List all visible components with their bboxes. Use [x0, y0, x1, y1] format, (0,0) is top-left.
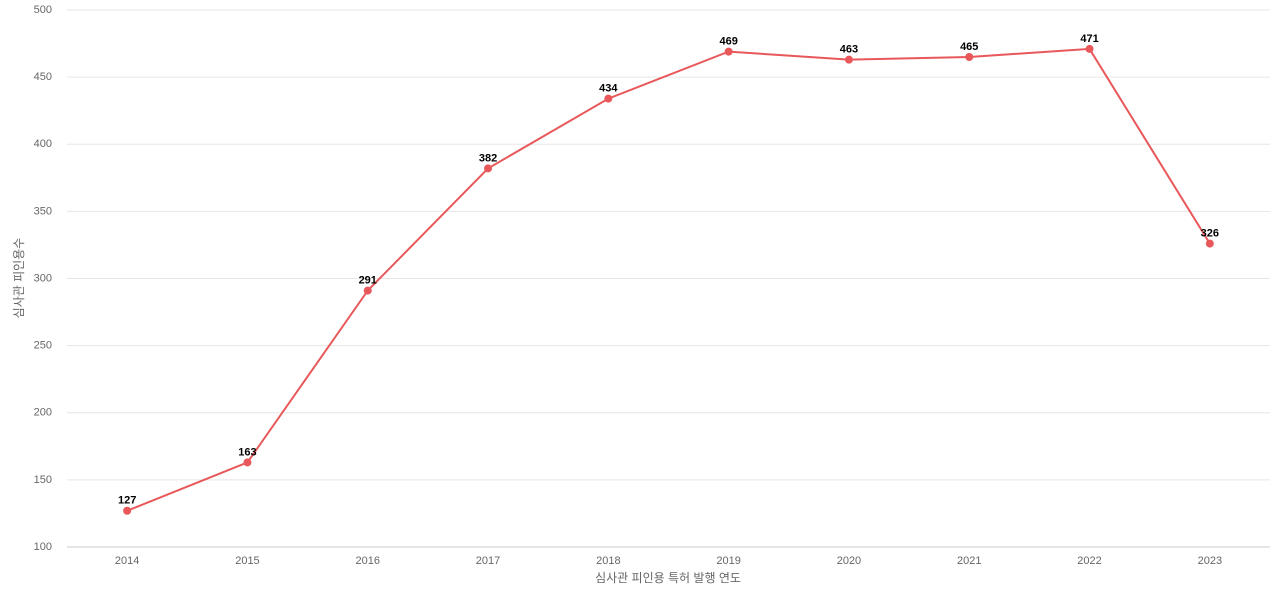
- y-tick-label: 300: [34, 272, 52, 284]
- x-tick-label: 2015: [235, 555, 259, 567]
- x-tick-label: 2020: [837, 555, 861, 567]
- y-tick-label: 200: [34, 407, 52, 419]
- x-tick-label: 2019: [716, 555, 740, 567]
- y-tick-label: 450: [34, 71, 52, 83]
- value-label: 469: [719, 36, 737, 48]
- x-tick-label: 2021: [957, 555, 981, 567]
- value-label: 291: [359, 274, 377, 286]
- y-tick-label: 400: [34, 138, 52, 150]
- y-tick-label: 250: [34, 340, 52, 352]
- x-tick-label: 2018: [596, 555, 620, 567]
- x-tick-label: 2023: [1198, 555, 1222, 567]
- value-label: 127: [118, 495, 136, 507]
- x-tick-label: 2016: [356, 555, 380, 567]
- x-tick-label: 2022: [1077, 555, 1101, 567]
- value-label: 471: [1080, 33, 1098, 45]
- value-label: 434: [599, 83, 618, 95]
- point: [965, 52, 974, 61]
- value-label: 382: [479, 152, 497, 164]
- value-label: 465: [960, 41, 978, 53]
- point: [1085, 44, 1094, 53]
- y-tick-label: 150: [34, 474, 52, 486]
- x-axis-title: 심사관 피인용 특허 발행 연도: [595, 570, 741, 585]
- x-tick-label: 2017: [476, 555, 500, 567]
- point: [604, 94, 613, 103]
- point: [363, 286, 372, 295]
- value-label: 326: [1201, 228, 1219, 240]
- point: [123, 506, 132, 515]
- x-tick-label: 2014: [115, 555, 139, 567]
- line: [126, 47, 1211, 512]
- point: [484, 164, 493, 173]
- y-axis-title: 심사관 피인용수: [12, 238, 26, 319]
- point: [844, 55, 853, 64]
- point: [1205, 239, 1214, 248]
- point: [243, 458, 252, 467]
- value-label: 163: [238, 446, 256, 458]
- y-tick-label: 100: [34, 541, 52, 553]
- value-label: 463: [840, 44, 858, 56]
- y-tick-label: 500: [34, 4, 52, 16]
- point: [724, 47, 733, 56]
- y-tick-label: 350: [34, 205, 52, 217]
